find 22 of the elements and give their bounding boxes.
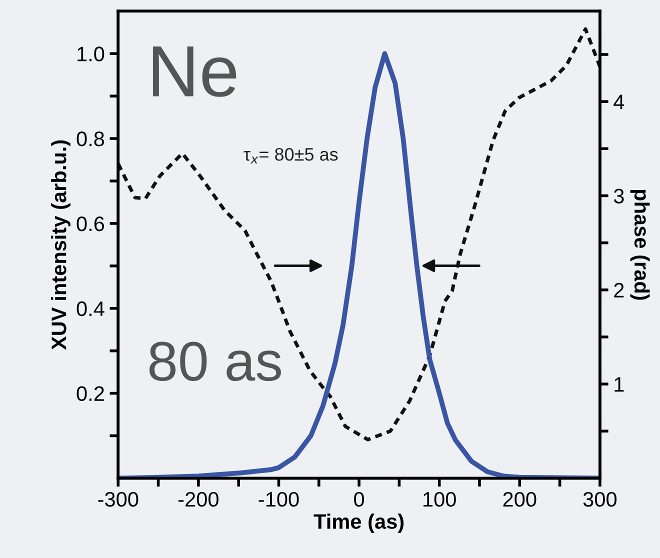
- x-tick-label: -300: [98, 492, 138, 507]
- x-tick-label: -200: [178, 492, 218, 507]
- y-tick-label: 1.0: [78, 46, 104, 62]
- x-tick-label: -100: [258, 492, 299, 507]
- annotation: Ne: [152, 46, 236, 97]
- x-axis-title: Time (as): [314, 514, 404, 534]
- x-tick-label: 0: [354, 492, 364, 507]
- y-tick-label: 0.6: [76, 216, 104, 232]
- x-tick-label: 200: [503, 492, 536, 507]
- y-tick-label: 0.2: [76, 386, 104, 402]
- y2-tick-label: 4: [614, 94, 624, 110]
- y2-tick-label: 3: [614, 188, 624, 204]
- y2-tick-label: 1: [614, 377, 624, 392]
- x-tick-label: 100: [424, 492, 456, 507]
- y2-tick-label: 2: [614, 282, 624, 298]
- annotation: 80 as: [149, 342, 281, 382]
- y-tick-label: 0.8: [76, 132, 104, 146]
- y2-axis-title: phase (rad): [630, 190, 650, 300]
- annotation: τ$_{x}$= 80±5 as: [244, 148, 338, 164]
- x-tick-label: 300: [583, 492, 617, 507]
- y-tick-label: 0.4: [76, 301, 104, 316]
- y-axis-title: XUV intensity (arb.u.): [51, 140, 70, 350]
